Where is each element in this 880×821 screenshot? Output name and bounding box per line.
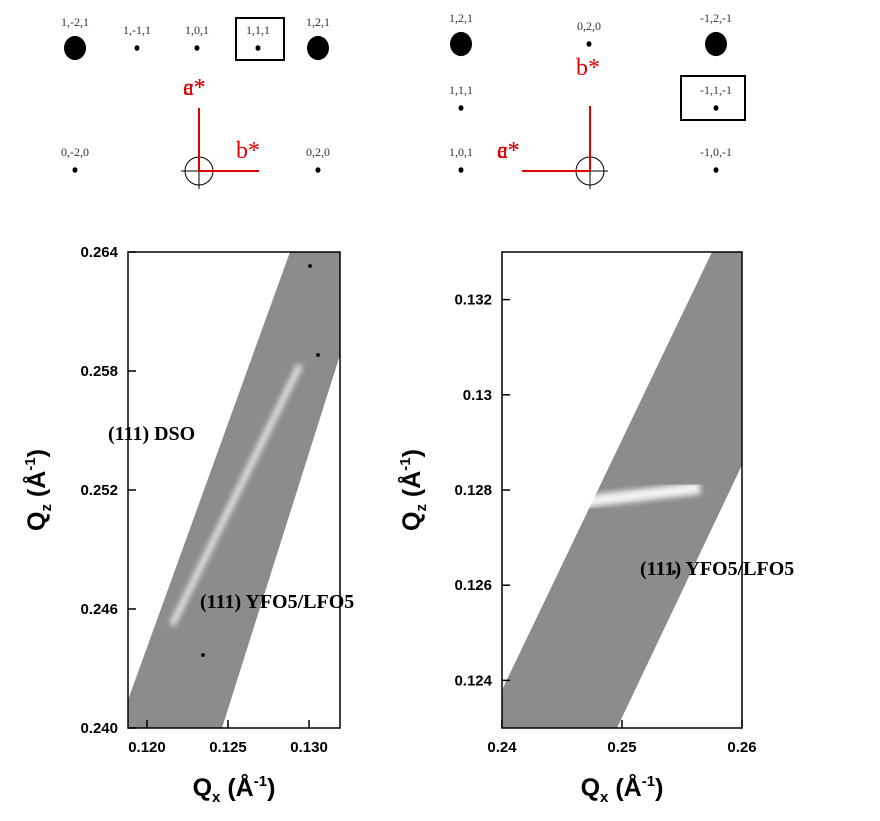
label-part: ) [398, 449, 426, 457]
y-tick-label: 0.240 [80, 720, 118, 737]
x-tick-label: 0.130 [290, 739, 328, 756]
label-part: Q [193, 774, 212, 802]
y-axis-label: Qz (Å-1) [22, 449, 55, 531]
y-tick-label: 0.124 [454, 672, 492, 689]
label-part: -1 [254, 773, 267, 790]
axis-label: b* [576, 55, 600, 81]
label-part: (Å [22, 471, 51, 504]
label-part: (Å [397, 471, 426, 504]
lattice-spot [135, 45, 140, 51]
node-label: -1,1,-1 [700, 83, 732, 97]
node-label: 1,1,1 [246, 23, 270, 37]
lattice-spot [316, 167, 321, 173]
label-part: Q [581, 774, 600, 802]
label-part: -1 [642, 773, 655, 790]
lattice-spot [73, 167, 78, 173]
y-tick-label: 0.128 [454, 482, 492, 499]
y-axis-label: Qz (Å-1) [397, 449, 430, 531]
y-tick-label: 0.13 [463, 387, 492, 404]
annotation: (111) YFO5/LFO5 [640, 558, 794, 580]
x-axis-label: Qx (Å-1) [581, 773, 664, 806]
label-part: ) [267, 774, 275, 802]
lattice-spot [450, 32, 472, 56]
lattice-spot [714, 105, 719, 111]
lattice-spot [705, 32, 727, 56]
lattice-spot [307, 36, 329, 60]
label-part: Q [398, 512, 426, 531]
node-label: 1,0,1 [185, 23, 209, 37]
lattice-spot [256, 45, 261, 51]
map-image [128, 252, 340, 728]
annotation: (111) YFO5/LFO5 [200, 591, 354, 613]
y-tick-label: 0.132 [454, 292, 492, 309]
x-tick-label: 0.26 [727, 739, 756, 756]
axis-label: a* [183, 75, 206, 101]
node-label: 0,-2,0 [61, 145, 89, 159]
x-tick-label: 0.25 [607, 739, 636, 756]
x-tick-label: 0.120 [128, 739, 166, 756]
node-label: 0,2,0 [306, 145, 330, 159]
node-label: -1,2,-1 [700, 11, 732, 25]
node-label: 1,1,1 [449, 83, 473, 97]
lattice-spot [64, 36, 86, 60]
lattice-spot [714, 167, 719, 173]
label-part: (Å [220, 773, 253, 802]
y-tick-label: 0.258 [80, 363, 118, 380]
lattice-spot [459, 105, 464, 111]
x-tick-label: 0.24 [487, 739, 517, 756]
node-label: 1,-1,1 [123, 23, 151, 37]
label-part: z [413, 504, 430, 512]
label-part: ) [655, 774, 663, 802]
label-part: -1 [22, 457, 39, 470]
lattice-spot [195, 45, 200, 51]
label-part: z [38, 504, 55, 512]
node-label: 0,2,0 [577, 19, 601, 33]
axis-label: b* [236, 138, 260, 164]
node-label: 1,0,1 [449, 145, 473, 159]
node-label: 1,-2,1 [61, 15, 89, 29]
node-label: -1,0,-1 [700, 145, 732, 159]
label-part: -1 [397, 457, 414, 470]
figure: 1,-2,11,-1,11,0,11,1,11,2,10,-2,00,2,0c*… [0, 0, 880, 821]
node-label: 1,2,1 [449, 11, 473, 25]
label-part: ) [23, 449, 51, 457]
lattice-spot [587, 41, 592, 47]
lattice-spot [459, 167, 464, 173]
x-axis-label: Qx (Å-1) [193, 773, 276, 806]
y-tick-label: 0.126 [454, 577, 492, 594]
map-image [502, 252, 742, 728]
annotation: (111) DSO [108, 423, 195, 445]
y-tick-label: 0.252 [80, 482, 118, 499]
label-part: Q [23, 512, 51, 531]
label-part: (Å [608, 773, 641, 802]
x-tick-label: 0.125 [209, 739, 247, 756]
axis-label: a* [497, 138, 520, 164]
y-tick-label: 0.264 [80, 244, 118, 261]
node-label: 1,2,1 [306, 15, 330, 29]
y-tick-label: 0.246 [80, 601, 118, 618]
